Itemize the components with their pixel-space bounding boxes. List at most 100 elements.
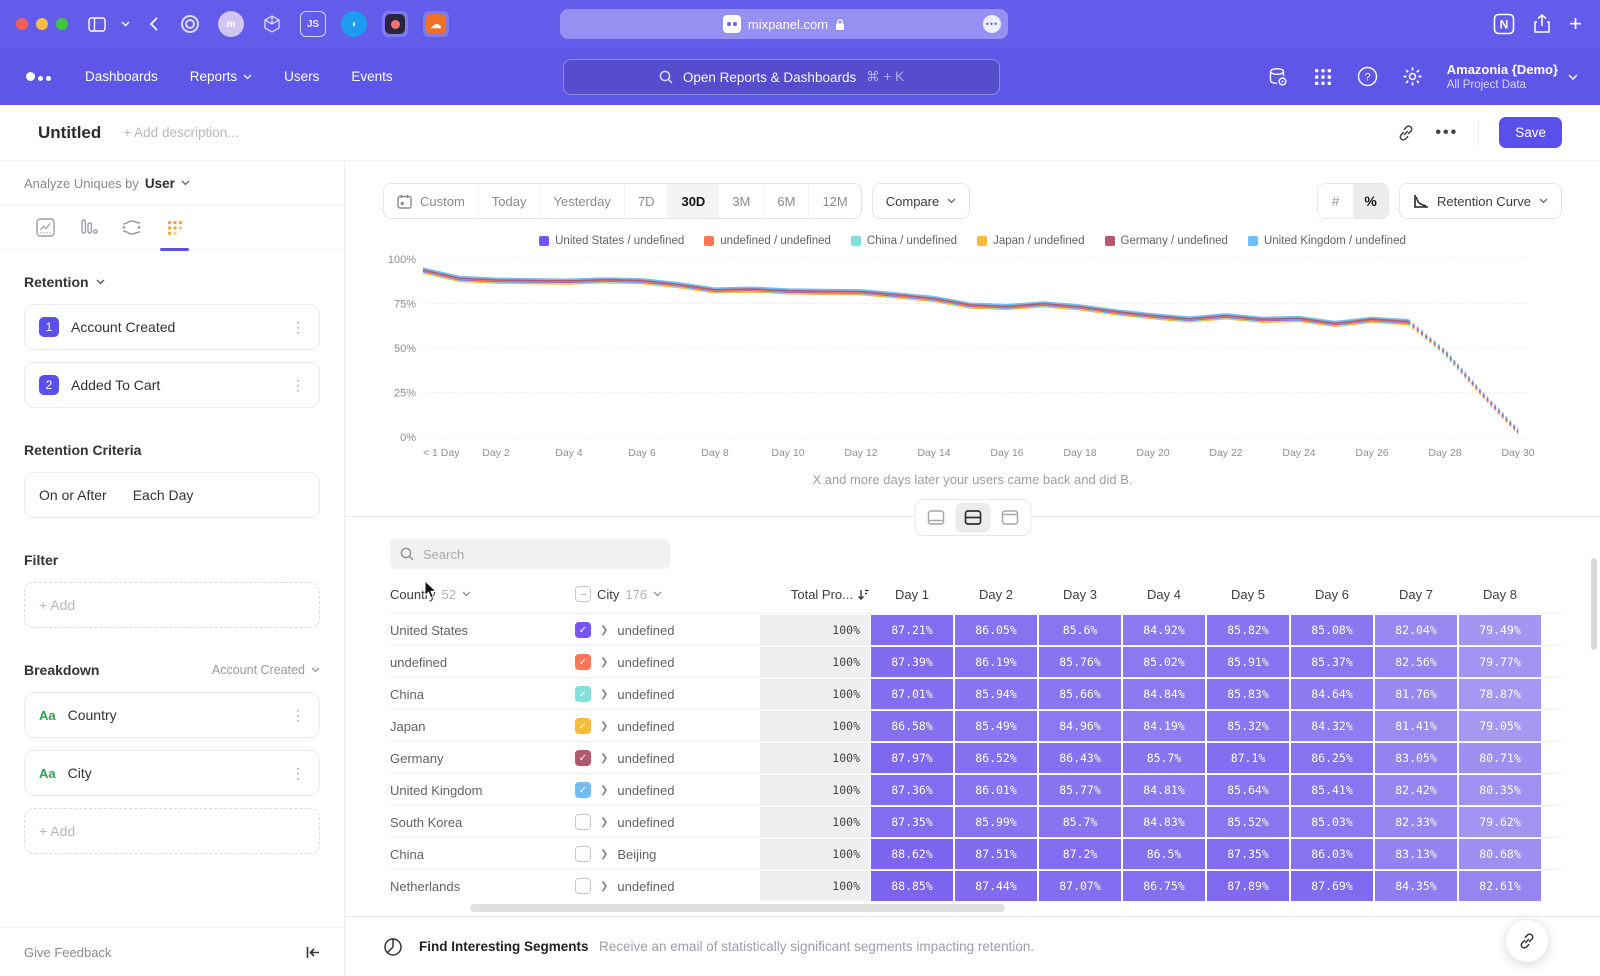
retention-cell[interactable]: 86.43% (1039, 743, 1121, 773)
tab-funnels[interactable] (67, 206, 110, 250)
table-row[interactable]: China❯Beijing100%88.62%87.51%87.2%86.5%8… (390, 837, 1562, 869)
legend-item[interactable]: United Kingdom / undefined (1248, 235, 1406, 247)
nav-dashboards[interactable]: Dashboards (85, 69, 158, 84)
sidebar-toggle-icon[interactable] (88, 17, 106, 32)
retention-cell[interactable]: 87.21% (871, 615, 953, 645)
retention-cell[interactable]: 87.07% (1039, 871, 1121, 901)
analyze-entity-selector[interactable]: User (145, 176, 175, 191)
column-header-city[interactable]: – City 176 (575, 586, 760, 602)
column-header-day-1[interactable]: Day 1 (870, 587, 954, 602)
table-row[interactable]: United States✓❯undefined100%87.21%86.05%… (390, 613, 1562, 645)
notion-extension-icon[interactable]: N (1493, 13, 1515, 35)
retention-cell[interactable]: 87.35% (871, 807, 953, 837)
row-checkbox[interactable]: ✓ (575, 782, 591, 798)
retention-step-2[interactable]: 2 Added To Cart ⋮ (24, 362, 320, 408)
retention-cell[interactable]: 87.44% (955, 871, 1037, 901)
table-row[interactable]: Japan✓❯undefined100%86.58%85.49%84.96%84… (390, 709, 1562, 741)
retention-cell[interactable]: 87.89% (1207, 871, 1289, 901)
save-button[interactable]: Save (1499, 117, 1562, 148)
minimize-window-button[interactable] (36, 18, 48, 30)
retention-cell[interactable]: 88.85% (871, 871, 953, 901)
nav-users[interactable]: Users (284, 69, 319, 84)
column-header-day-4[interactable]: Day 4 (1122, 587, 1206, 602)
expand-row-icon[interactable]: ❯ (600, 849, 608, 860)
retention-chart[interactable]: 100%75%50%25%0%< 1 DayDay 2Day 4Day 6Day… (345, 247, 1600, 468)
retention-cell[interactable]: 85.52% (1207, 807, 1289, 837)
add-description[interactable]: + Add description... (123, 125, 238, 140)
new-tab-icon[interactable]: + (1569, 13, 1582, 35)
retention-cell[interactable]: 86.75% (1123, 871, 1205, 901)
retention-cell[interactable]: 84.32% (1291, 711, 1373, 741)
retention-cell[interactable]: 85.41% (1291, 775, 1373, 805)
share-link-floating-button[interactable] (1506, 920, 1548, 962)
row-checkbox[interactable] (575, 878, 591, 894)
retention-cell[interactable]: 85.49% (955, 711, 1037, 741)
percent-toggle[interactable]: % (1353, 184, 1388, 218)
table-row[interactable]: China✓❯undefined100%87.01%85.94%85.66%84… (390, 677, 1562, 709)
range-button-12m[interactable]: 12M (809, 184, 860, 218)
retention-cell[interactable]: 80.71% (1459, 743, 1541, 773)
tab-retention[interactable] (153, 206, 196, 250)
retention-cell[interactable]: 85.66% (1039, 679, 1121, 709)
retention-cell[interactable]: 85.77% (1039, 775, 1121, 805)
step-options-icon[interactable]: ⋮ (291, 377, 305, 394)
retention-cell[interactable]: 82.56% (1375, 647, 1457, 677)
back-button-icon[interactable] (149, 17, 158, 31)
nav-events[interactable]: Events (351, 69, 392, 84)
range-button-7d[interactable]: 7D (625, 184, 669, 218)
layout-split-button[interactable] (955, 503, 990, 532)
column-header-total[interactable]: Total Pro... (760, 587, 870, 602)
retention-cell[interactable]: 84.35% (1375, 871, 1457, 901)
retention-cell[interactable]: 87.69% (1291, 871, 1373, 901)
retention-cell[interactable]: 82.33% (1375, 807, 1457, 837)
breakdown-options-icon[interactable]: ⋮ (291, 765, 305, 782)
retention-cell[interactable]: 79.77% (1459, 647, 1541, 677)
copy-link-icon[interactable] (1397, 124, 1415, 142)
retention-cell[interactable]: 84.64% (1291, 679, 1373, 709)
breakdown-scope-selector[interactable]: Account Created (212, 663, 320, 677)
retention-cell[interactable]: 85.32% (1207, 711, 1289, 741)
report-title[interactable]: Untitled (38, 123, 101, 143)
row-checkbox[interactable]: ✓ (575, 718, 591, 734)
range-button-today[interactable]: Today (479, 184, 541, 218)
table-search[interactable] (390, 539, 670, 569)
criteria-mode-selector[interactable]: On or After (39, 487, 107, 503)
step-options-icon[interactable]: ⋮ (291, 319, 305, 336)
retention-cell[interactable]: 85.82% (1207, 615, 1289, 645)
legend-item[interactable]: Japan / undefined (977, 235, 1084, 247)
retention-cell[interactable]: 79.49% (1459, 615, 1541, 645)
retention-cell[interactable]: 85.83% (1207, 679, 1289, 709)
retention-cell[interactable]: 85.7% (1123, 743, 1205, 773)
retention-cell[interactable]: 79.05% (1459, 711, 1541, 741)
close-window-button[interactable] (16, 18, 28, 30)
global-search-button[interactable]: Open Reports & Dashboards ⌘ + K (563, 59, 1000, 95)
retention-cell[interactable]: 85.91% (1207, 647, 1289, 677)
retention-cell[interactable]: 85.08% (1291, 615, 1373, 645)
column-header-day-8[interactable]: Day 8 (1458, 587, 1542, 602)
share-icon[interactable] (1533, 14, 1551, 34)
retention-cell[interactable]: 85.64% (1207, 775, 1289, 805)
more-options-icon[interactable]: ••• (1435, 124, 1458, 142)
legend-item[interactable]: Germany / undefined (1105, 235, 1228, 247)
row-checkbox[interactable]: ✓ (575, 686, 591, 702)
select-all-checkbox[interactable]: – (575, 586, 591, 602)
retention-cell[interactable]: 87.36% (871, 775, 953, 805)
retention-cell[interactable]: 80.35% (1459, 775, 1541, 805)
extension-cube-icon[interactable] (259, 11, 285, 37)
row-checkbox[interactable]: ✓ (575, 654, 591, 670)
collapse-sidebar-icon[interactable] (306, 946, 320, 959)
retention-cell[interactable]: 87.1% (1207, 743, 1289, 773)
range-button-30d[interactable]: 30D (668, 184, 719, 218)
retention-cell[interactable]: 84.19% (1123, 711, 1205, 741)
extension-target-icon[interactable] (177, 11, 203, 37)
address-more-icon[interactable]: ••• (983, 15, 1001, 33)
legend-item[interactable]: China / undefined (851, 235, 957, 247)
retention-cell[interactable]: 86.52% (955, 743, 1037, 773)
retention-cell[interactable]: 87.35% (1207, 839, 1289, 869)
settings-gear-icon[interactable] (1402, 66, 1423, 87)
expand-row-icon[interactable]: ❯ (600, 881, 608, 892)
retention-cell[interactable]: 84.81% (1123, 775, 1205, 805)
row-checkbox[interactable] (575, 814, 591, 830)
project-switcher[interactable]: Amazonia {Demo} All Project Data (1447, 62, 1578, 90)
column-header-day-6[interactable]: Day 6 (1290, 587, 1374, 602)
